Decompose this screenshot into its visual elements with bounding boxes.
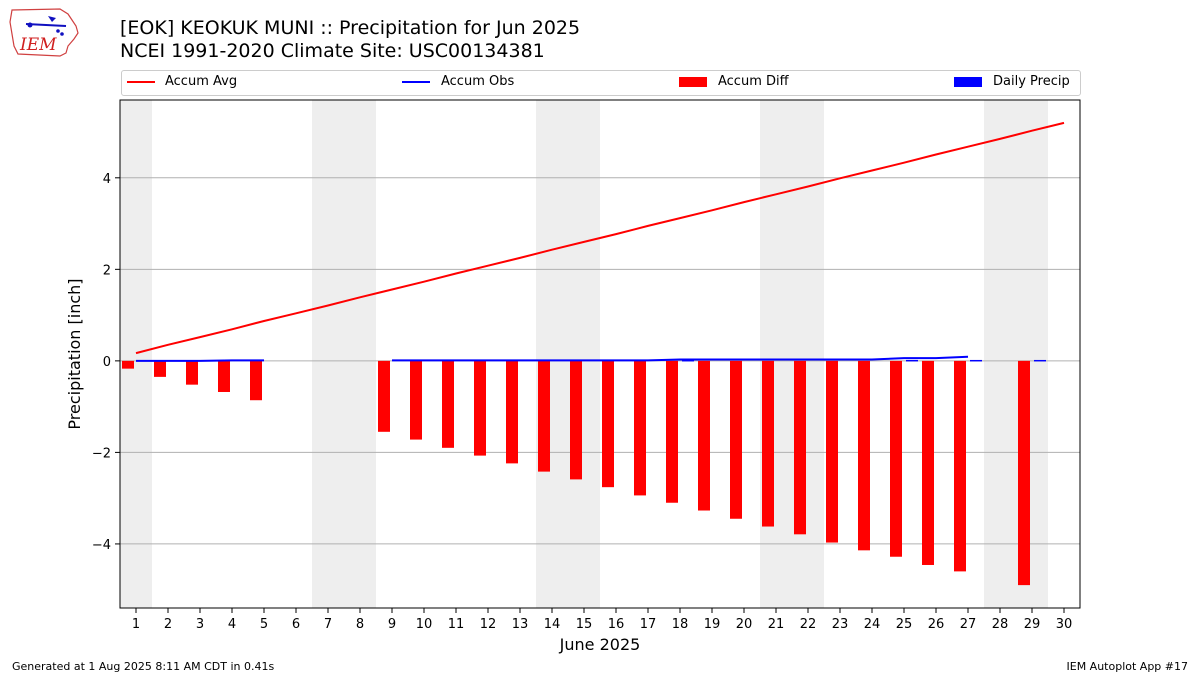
chart-subtitle: NCEI 1991-2020 Climate Site: USC00134381 (120, 40, 545, 62)
accum-diff-bar (538, 360, 550, 472)
x-tick-label: 30 (1056, 617, 1073, 632)
x-tick-label: 17 (640, 617, 657, 632)
x-tick-label: 2 (164, 617, 172, 632)
accum-diff-bar (794, 360, 806, 535)
accum-diff-bar (506, 360, 518, 464)
accum-diff-bar (186, 360, 198, 385)
chart-legend: Accum Avg Accum Obs Accum Diff Daily Pre… (121, 70, 1081, 96)
accum-diff-bar (218, 360, 230, 392)
x-tick-label: 28 (992, 617, 1009, 632)
x-tick-label: 24 (864, 617, 881, 632)
x-tick-label: 26 (928, 617, 945, 632)
daily-precip-bar (1034, 359, 1046, 362)
x-tick-label: 27 (960, 617, 977, 632)
x-tick-label: 22 (800, 617, 817, 632)
accum-diff-bar (154, 360, 166, 377)
weekend-band (984, 100, 1048, 608)
accum-diff-bar (474, 360, 486, 456)
iem-logo: IEM (9, 8, 79, 57)
accum-diff-bar (922, 360, 934, 565)
legend-swatch-accum-obs (402, 81, 430, 83)
accum-diff-bar (122, 360, 134, 369)
accum-diff-bar (410, 360, 422, 440)
accum-diff-bar (698, 360, 710, 511)
x-tick-label: 20 (736, 617, 753, 632)
accum-diff-bar (954, 360, 966, 572)
accum-diff-bar (250, 360, 262, 401)
x-tick-label: 5 (260, 617, 268, 632)
legend-label-accum-avg: Accum Avg (165, 74, 238, 89)
legend-swatch-accum-avg (127, 81, 155, 83)
accum-diff-bar (858, 360, 870, 551)
x-tick-label: 29 (1024, 617, 1041, 632)
accum-diff-bar (602, 360, 614, 488)
x-tick-label: 7 (324, 617, 332, 632)
footer-app: IEM Autoplot App #17 (1066, 660, 1189, 673)
daily-precip-bar (682, 359, 694, 362)
legend-label-daily-precip: Daily Precip (993, 74, 1070, 89)
weekend-band (760, 100, 824, 608)
x-tick-label: 1 (132, 617, 140, 632)
weekend-band (120, 100, 152, 608)
legend-label-accum-obs: Accum Obs (441, 74, 515, 89)
accum-diff-bar (634, 360, 646, 496)
x-tick-label: 8 (356, 617, 364, 632)
x-tick-label: 18 (672, 617, 689, 632)
footer-generated: Generated at 1 Aug 2025 8:11 AM CDT in 0… (12, 660, 275, 673)
accum-obs-line (392, 355, 969, 362)
y-tick-label: 2 (103, 263, 111, 278)
x-tick-label: 6 (292, 617, 300, 632)
accum-diff-bar (1018, 360, 1030, 586)
plot-frame (119, 99, 1081, 609)
y-tick-label: 0 (103, 355, 111, 370)
x-tick-label: 15 (576, 617, 593, 632)
x-tick-label: 3 (196, 617, 204, 632)
accum-diff-bar (378, 360, 390, 432)
accum-diff-bar (570, 360, 582, 480)
x-tick-label: 10 (416, 617, 433, 632)
accum-diff-bar (730, 360, 742, 519)
x-tick-label: 14 (544, 617, 561, 632)
x-tick-label: 25 (896, 617, 913, 632)
weekend-band (312, 100, 376, 608)
x-tick-label: 9 (388, 617, 396, 632)
x-tick-label: 11 (448, 617, 465, 632)
chart-title: [EOK] KEOKUK MUNI :: Precipitation for J… (120, 17, 581, 39)
accum-diff-bar (826, 360, 838, 543)
x-tick-label: 16 (608, 617, 625, 632)
accum-diff-bar (666, 360, 678, 503)
y-axis-label: Precipitation [inch] (65, 278, 84, 429)
legend-swatch-accum-diff (679, 77, 707, 87)
accum-obs-line (136, 359, 264, 362)
y-tick-label: 4 (103, 172, 111, 187)
y-tick-label: −4 (92, 538, 111, 553)
accum-diff-bar (890, 360, 902, 557)
weekend-band (536, 100, 600, 608)
x-tick-label: 12 (480, 617, 497, 632)
accum-diff-bar (442, 360, 454, 448)
accum-avg-line (135, 121, 1065, 355)
accum-diff-bar (762, 360, 774, 527)
legend-label-accum-diff: Accum Diff (718, 74, 789, 89)
x-tick-label: 23 (832, 617, 849, 632)
logo-text: IEM (19, 35, 57, 55)
x-tick-label: 4 (228, 617, 236, 632)
x-tick-label: 19 (704, 617, 721, 632)
legend-swatch-daily-precip (954, 77, 982, 87)
daily-precip-bar (906, 359, 918, 362)
daily-precip-bar (970, 359, 982, 362)
x-axis-label: June 2025 (559, 635, 641, 654)
y-tick-label: −2 (92, 446, 111, 461)
x-tick-label: 21 (768, 617, 785, 632)
x-tick-label: 13 (512, 617, 529, 632)
